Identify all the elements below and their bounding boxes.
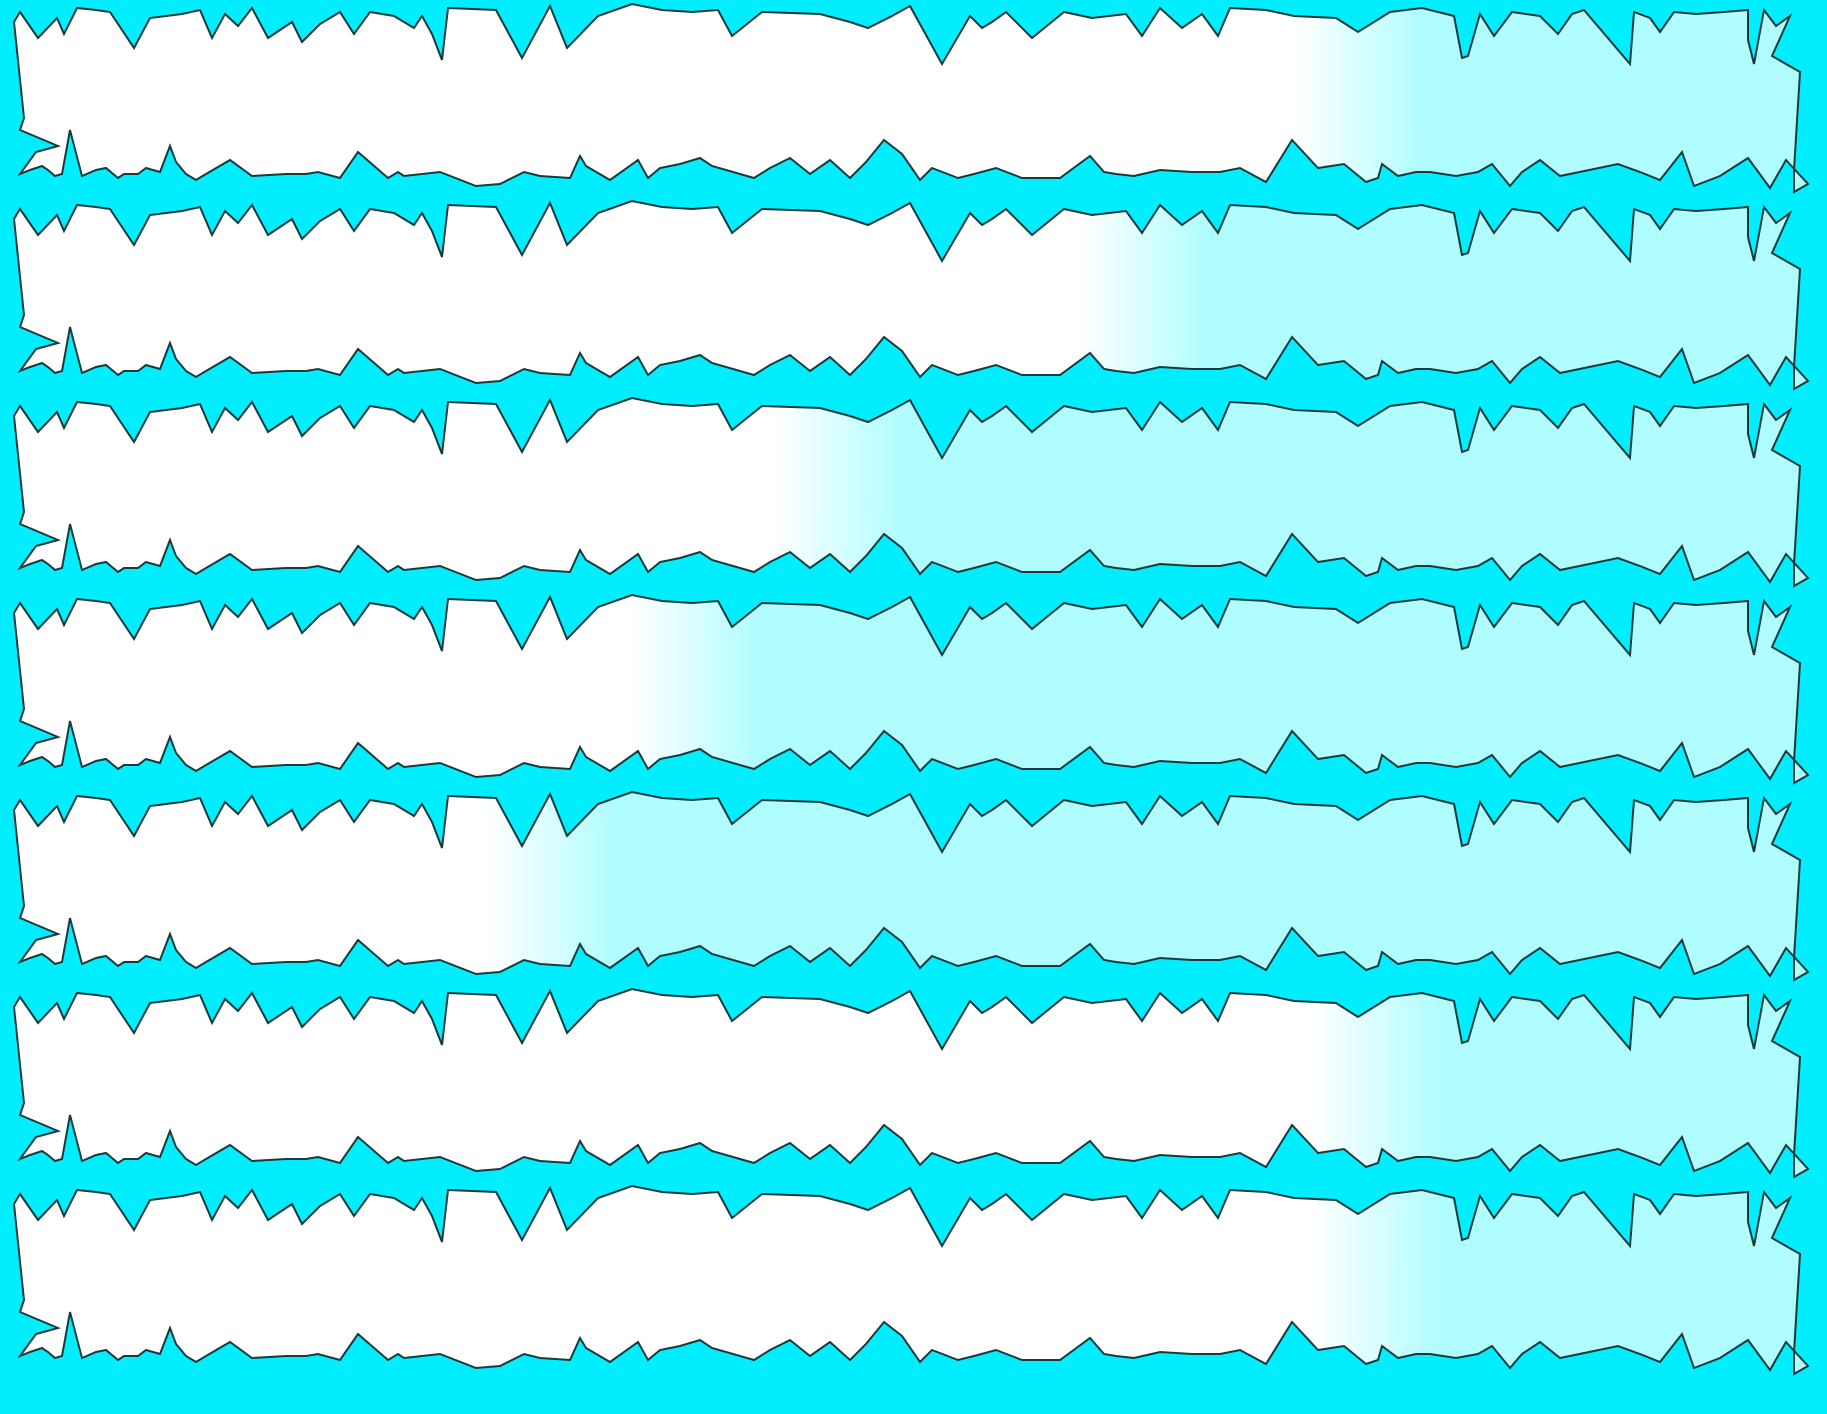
- jagged-bar-6: [12, 987, 1810, 1179]
- jagged-bar-2: [12, 199, 1810, 391]
- jagged-bar-4: [12, 593, 1810, 785]
- jagged-bar-5: [12, 790, 1810, 982]
- jagged-bar-3: [12, 396, 1810, 588]
- jagged-bar-1: [12, 2, 1810, 194]
- jagged-bar-7: [12, 1184, 1810, 1376]
- bars-layer: [12, 2, 1810, 1376]
